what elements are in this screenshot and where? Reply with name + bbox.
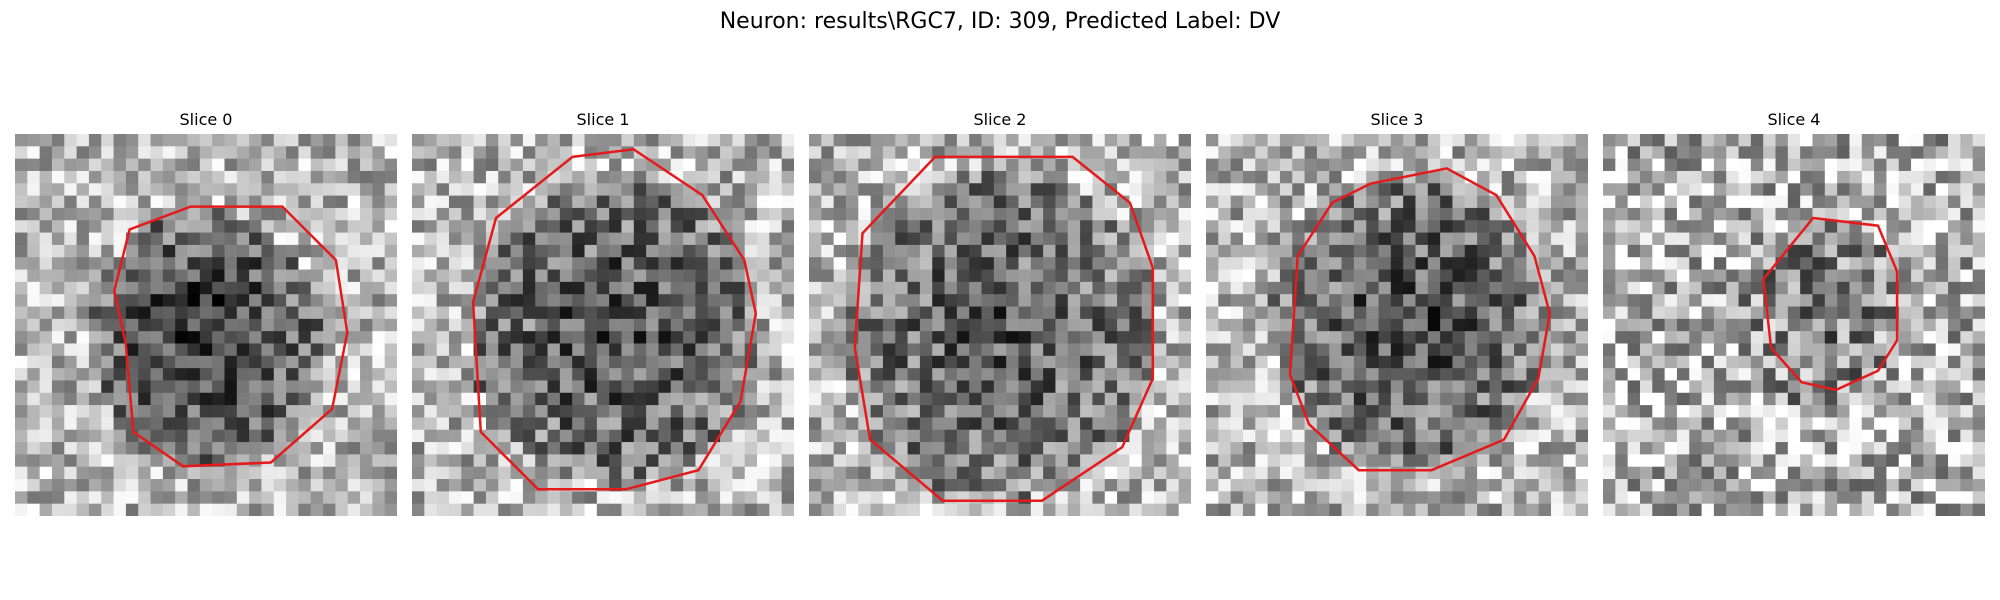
slice-title: Slice 1 [576,110,630,129]
slice-image [412,134,794,516]
slice-pixels [1603,134,1985,516]
roi-contour [1288,167,1552,472]
roi-contour [853,155,1155,502]
figure-title: Neuron: results\RGC7, ID: 309, Predicted… [719,9,1281,34]
roi-contour [113,205,349,468]
slice-pixels [15,134,397,516]
slice-panel-3: Slice 3 [1206,110,1588,516]
slice-image [1603,134,1985,516]
slice-pixels [1206,134,1588,516]
slice-image [809,134,1191,516]
slice-title: Slice 0 [179,110,233,129]
slice-title: Slice 2 [973,110,1027,129]
slice-image [1206,134,1588,516]
roi-contour [471,148,758,491]
slice-panel-1: Slice 1 [412,110,794,516]
slice-panel-4: Slice 4 [1603,110,1985,516]
slice-panel-0: Slice 0 [15,110,397,516]
roi-contour [1762,216,1899,392]
slice-image [15,134,397,516]
slice-panel-2: Slice 2 [809,110,1191,516]
slice-title: Slice 3 [1370,110,1424,129]
slice-pixels [412,134,794,516]
slice-pixels [809,134,1191,516]
slice-title: Slice 4 [1767,110,1821,129]
